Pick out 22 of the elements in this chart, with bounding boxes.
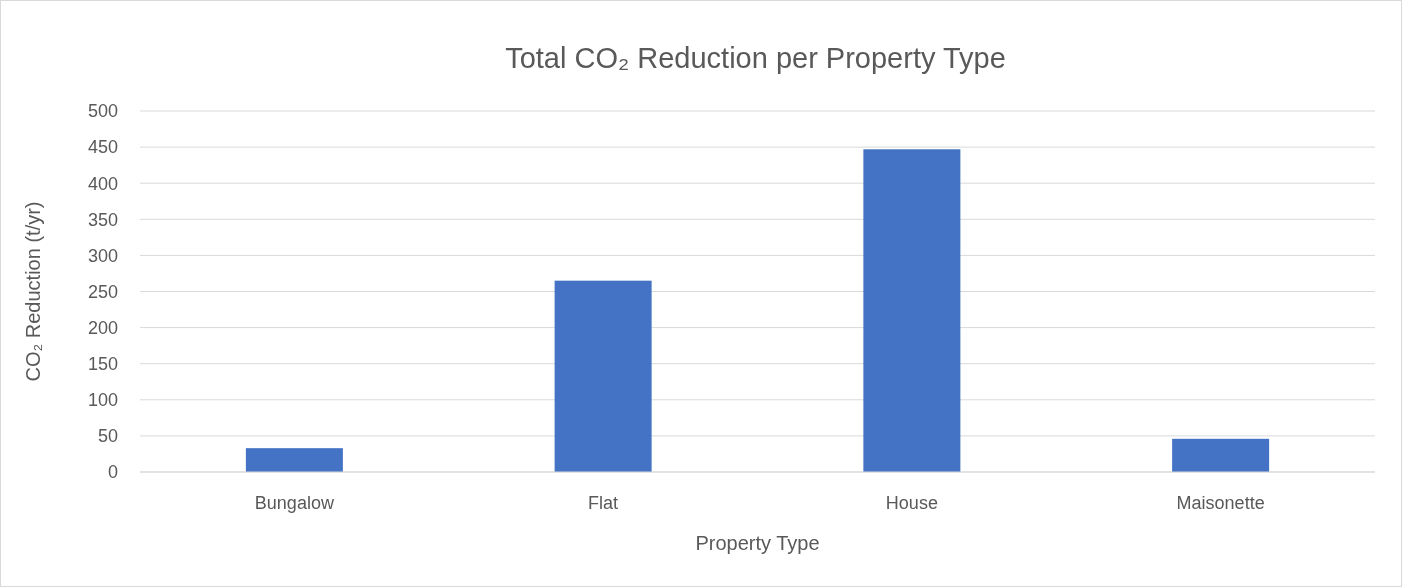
- x-tick-label: Maisonette: [1176, 493, 1265, 513]
- y-tick-label: 50: [97, 426, 118, 447]
- y-tick-label: 250: [87, 281, 118, 302]
- y-axis-title: CO₂ Reduction (t/yr): [22, 201, 44, 382]
- x-tick-label: Flat: [588, 493, 619, 513]
- y-tick-label: 300: [87, 245, 118, 266]
- x-tick-label: Bungalow: [254, 493, 335, 513]
- y-tick-label: 450: [87, 137, 118, 158]
- y-tick-label: 350: [87, 209, 118, 230]
- y-tick-label: 200: [87, 317, 118, 338]
- y-tick-label: 100: [87, 390, 118, 411]
- y-tick-label: 150: [87, 354, 118, 374]
- x-tick-label: House: [885, 493, 938, 513]
- y-tick-label: 0: [107, 462, 118, 483]
- y-tick-label: 400: [87, 173, 118, 194]
- y-tick-label: 500: [87, 101, 118, 122]
- chart-title: Total CO₂ Reduction per Property Type: [505, 42, 1006, 74]
- bar: [554, 280, 652, 472]
- bar: [863, 149, 961, 472]
- bar: [1172, 438, 1270, 472]
- x-axis-title: Property Type: [695, 532, 820, 554]
- bar: [245, 448, 343, 472]
